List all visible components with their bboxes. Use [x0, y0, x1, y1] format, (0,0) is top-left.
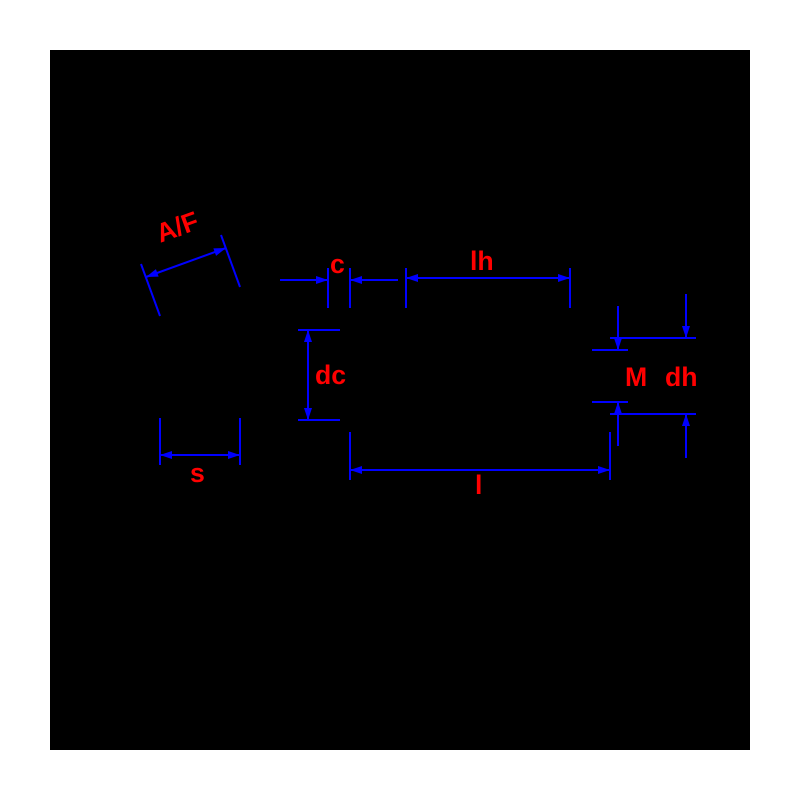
dimension-lines: [50, 50, 750, 750]
diagram-canvas: A/FscdclhlMdh: [50, 50, 750, 750]
